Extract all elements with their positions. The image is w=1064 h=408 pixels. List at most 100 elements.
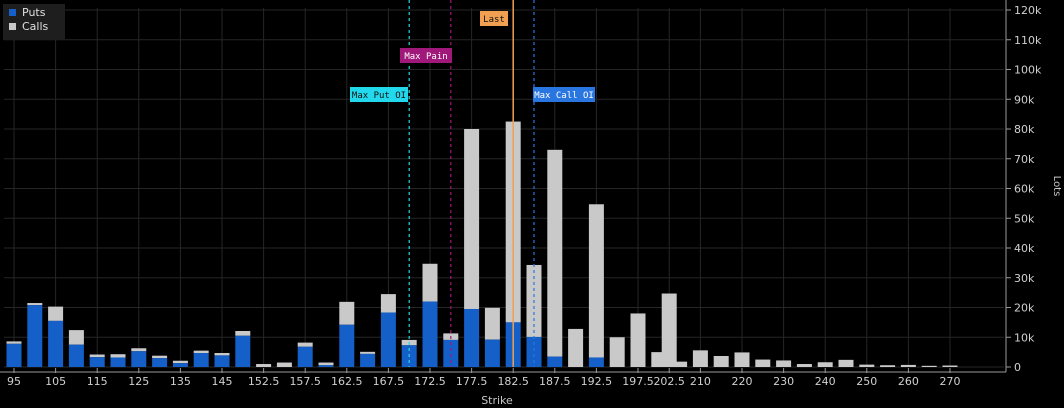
bar-puts <box>297 346 313 367</box>
x-tick-label: 187.5 <box>539 375 571 388</box>
y-tick-label: 70k <box>1014 153 1035 166</box>
bar-puts <box>48 320 64 367</box>
bar-calls <box>276 362 292 367</box>
x-tick-label: 172.5 <box>414 375 446 388</box>
bar-calls <box>380 294 396 313</box>
x-tick-label: 240 <box>815 375 836 388</box>
x-tick-label: 95 <box>7 375 21 388</box>
bar-calls <box>172 360 188 364</box>
y-tick-label: 80k <box>1014 123 1035 136</box>
bar-puts <box>547 356 563 367</box>
legend-label: Puts <box>22 6 46 19</box>
bar-puts <box>464 308 480 367</box>
annotation-label: Last <box>483 15 505 25</box>
bar-calls <box>755 359 771 367</box>
y-tick-label: 20k <box>1014 302 1035 315</box>
bar-calls <box>48 306 64 321</box>
x-tick-label: 182.5 <box>497 375 529 388</box>
y-tick-label: 120k <box>1014 4 1042 17</box>
bar-puts <box>318 365 334 367</box>
x-axis-title: Strike <box>481 394 513 407</box>
bar-calls <box>152 355 168 359</box>
annotation-box <box>480 11 508 26</box>
bar-puts <box>235 335 251 367</box>
bar-puts <box>443 339 459 367</box>
bar-puts <box>110 357 126 367</box>
bar-calls <box>734 352 750 367</box>
x-tick-label: 125 <box>128 375 149 388</box>
bar-puts <box>193 353 209 367</box>
x-tick-label: 197.5 <box>622 375 654 388</box>
bar-calls <box>89 354 105 358</box>
y-tick-label: 10k <box>1014 331 1035 344</box>
bar-calls <box>630 313 646 367</box>
bar-calls <box>256 364 272 367</box>
bar-calls <box>27 303 43 306</box>
bar-calls <box>776 360 792 367</box>
bars <box>6 121 958 367</box>
bar-puts <box>339 324 355 367</box>
bar-calls <box>817 362 833 367</box>
bar-calls <box>484 307 500 340</box>
bar-puts <box>422 301 438 367</box>
annotation-lines: Max Put OI Max Pain Last Max Call OI <box>350 0 595 367</box>
x-tick-label: 220 <box>732 375 753 388</box>
bar-calls <box>131 348 147 352</box>
y-tick-label: 60k <box>1014 183 1035 196</box>
x-tick-label: 115 <box>87 375 108 388</box>
y-tick-label: 100k <box>1014 64 1042 77</box>
y-tick-label: 110k <box>1014 34 1042 47</box>
grid-lines <box>4 8 1004 368</box>
x-tick-label: 135 <box>170 375 191 388</box>
y-tick-label: 90k <box>1014 93 1035 106</box>
x-axis: 95 105 115 125 135 145 152.5 157.5 162.5 167.5 172… <box>0 368 1006 388</box>
bar-calls <box>942 365 958 367</box>
bar-calls <box>588 204 604 358</box>
x-tick-label: 145 <box>212 375 233 388</box>
x-tick-label: 162.5 <box>331 375 363 388</box>
bar-puts <box>89 357 105 367</box>
annotation-label: Max Put OI <box>352 91 406 101</box>
bar-puts <box>588 357 604 367</box>
bar-puts <box>380 312 396 367</box>
bar-calls <box>609 337 625 367</box>
bar-calls <box>193 350 209 354</box>
bar-puts <box>6 343 22 367</box>
bar-calls <box>921 365 937 367</box>
annotation-box <box>533 87 595 102</box>
y-tick-label: 50k <box>1014 212 1035 225</box>
annotation-label: Max Call OI <box>534 91 594 101</box>
bar-calls <box>110 354 126 358</box>
annotation-box <box>400 48 452 63</box>
y-tick-label: 40k <box>1014 242 1035 255</box>
bar-puts <box>172 363 188 367</box>
bar-calls <box>796 364 812 367</box>
bar-calls <box>464 129 480 309</box>
bar-puts <box>526 336 542 367</box>
x-tick-label: 152.5 <box>248 375 280 388</box>
bar-puts <box>68 344 84 367</box>
y-axis: 0 10k 20k 30k 40k 50k 60k 70k 80k 90k 100k 110k 120k <box>1005 0 1042 374</box>
bar-calls <box>235 331 251 336</box>
bar-calls <box>360 351 376 354</box>
bar-calls <box>713 355 729 367</box>
bar-calls <box>339 301 355 325</box>
legend-swatch <box>9 9 16 16</box>
y-tick-label: 0 <box>1014 361 1021 374</box>
legend-label: Calls <box>22 20 49 33</box>
bar-puts <box>214 355 230 367</box>
y-tick-label: 30k <box>1014 272 1035 285</box>
bar-calls <box>6 341 22 344</box>
y-axis-title: Lots <box>1051 176 1062 197</box>
x-tick-label: 250 <box>856 375 877 388</box>
bar-calls <box>859 364 875 367</box>
bar-calls <box>661 293 677 367</box>
bar-calls <box>880 365 896 367</box>
x-tick-label: 157.5 <box>289 375 321 388</box>
bar-calls <box>214 353 230 356</box>
x-tick-label: 202.5 <box>653 375 685 388</box>
x-tick-label: 230 <box>773 375 794 388</box>
bar-calls <box>568 328 584 367</box>
bar-calls <box>318 362 334 366</box>
